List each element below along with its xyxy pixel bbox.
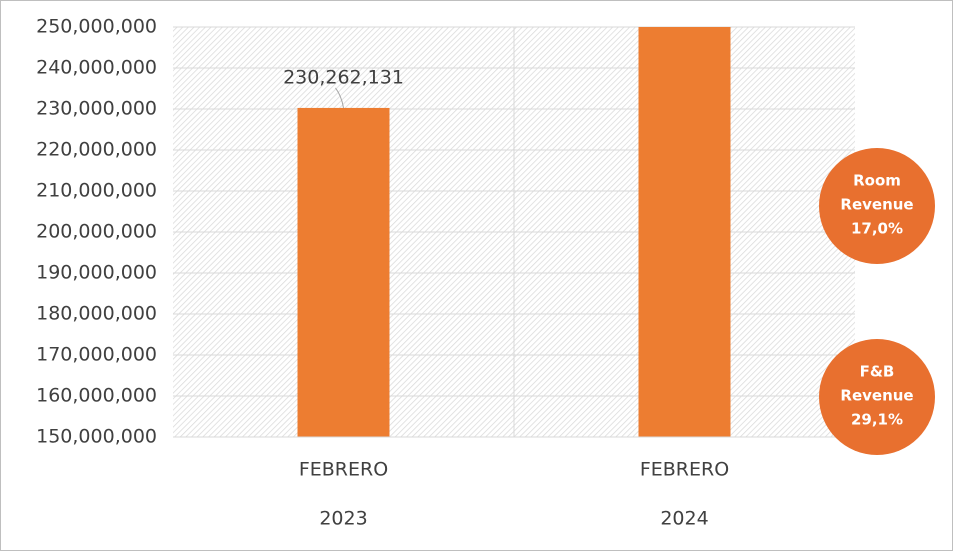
y-tick-label: 230,000,000 [36, 98, 157, 120]
y-tick-label: 250,000,000 [36, 16, 157, 38]
y-tick-label: 170,000,000 [36, 344, 157, 366]
y-tick-label: 150,000,000 [36, 426, 157, 448]
y-tick-label: 160,000,000 [36, 385, 157, 407]
x-tick-label: FEBRERO [299, 459, 388, 481]
y-tick-label: 180,000,000 [36, 303, 157, 325]
annotation-text: Room [853, 172, 901, 190]
annotation-badge [819, 339, 935, 455]
y-tick-label: 200,000,000 [36, 221, 157, 243]
bar [638, 27, 731, 437]
annotation-text: 17,0% [851, 220, 903, 238]
label-leader [335, 87, 344, 109]
annotation-text: Revenue [840, 387, 913, 405]
x-tick-label: FEBRERO [640, 459, 729, 481]
y-tick-label: 190,000,000 [36, 262, 157, 284]
data-label: 230,262,131 [283, 66, 404, 88]
annotation-badge [819, 148, 935, 264]
x-group-label: 2023 [319, 508, 367, 530]
y-tick-label: 240,000,000 [36, 57, 157, 79]
x-group-label: 2024 [660, 508, 708, 530]
bar [297, 107, 390, 437]
y-tick-label: 220,000,000 [36, 139, 157, 161]
annotation-text: 29,1% [851, 411, 903, 429]
annotation-text: F&B [860, 363, 895, 381]
annotation-text: Revenue [840, 196, 913, 214]
y-tick-label: 210,000,000 [36, 180, 157, 202]
